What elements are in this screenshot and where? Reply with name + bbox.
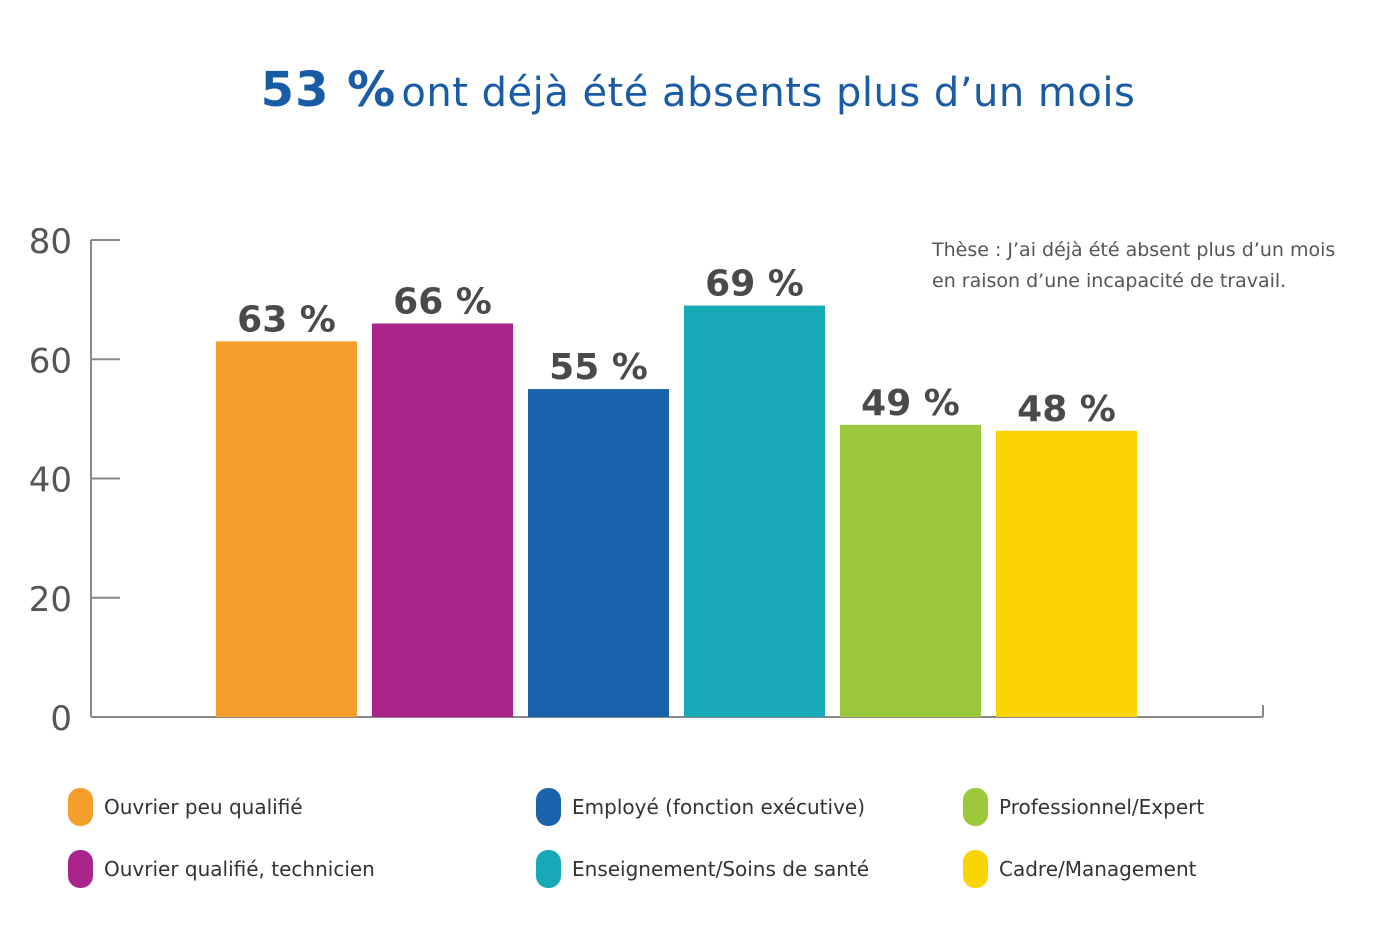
legend-item-ouvrier-qualifie: Ouvrier qualifié, technicien xyxy=(68,849,375,889)
legend-item-professionnel: Professionnel/Expert xyxy=(963,787,1204,827)
note-line-2: en raison d’une incapacité de travail. xyxy=(932,270,1287,292)
legend-swatch xyxy=(536,788,561,826)
bar-value-label: 48 % xyxy=(1017,389,1116,430)
title-highlight: 53 % xyxy=(260,62,397,118)
bar-6 xyxy=(996,430,1137,717)
bar-2 xyxy=(372,323,513,717)
bar-3 xyxy=(528,389,669,717)
chart-note: Thèse : J’ai déjà été absent plus d’un m… xyxy=(932,235,1382,297)
y-tick-label: 60 xyxy=(29,341,72,381)
title-text: ont déjà été absents plus d’un mois xyxy=(401,70,1136,116)
bar-value-label: 63 % xyxy=(237,299,336,340)
bar-5 xyxy=(840,424,981,717)
legend-swatch xyxy=(963,788,988,826)
legend-item-enseignement: Enseignement/Soins de santé xyxy=(536,849,869,889)
legend-item-cadre: Cadre/Management xyxy=(963,849,1197,889)
chart-data-labels: 63 % 66 % 55 % 69 % 49 % 48 % xyxy=(237,264,1116,430)
bar-value-label: 69 % xyxy=(705,264,804,305)
legend-swatch xyxy=(68,850,93,888)
legend-item-ouvrier-peu-qualifie: Ouvrier peu qualifié xyxy=(68,787,303,827)
legend-label: Cadre/Management xyxy=(999,857,1197,881)
y-tick-label: 20 xyxy=(29,580,72,620)
note-line-1: Thèse : J’ai déjà été absent plus d’un m… xyxy=(932,239,1336,261)
legend-label: Ouvrier qualifié, technicien xyxy=(104,857,375,881)
bar-1 xyxy=(216,341,357,717)
bar-value-label: 66 % xyxy=(393,281,492,322)
y-tick-label: 80 xyxy=(29,222,72,262)
chart-axes: 0 20 40 60 80 xyxy=(29,222,1264,739)
chart-bars xyxy=(216,305,1137,717)
legend-swatch xyxy=(963,850,988,888)
legend-swatch xyxy=(68,788,93,826)
bar-value-label: 49 % xyxy=(861,383,960,424)
legend-label: Professionnel/Expert xyxy=(999,795,1205,819)
legend-label: Ouvrier peu qualifié xyxy=(104,795,303,819)
legend-item-employe: Employé (fonction exécutive) xyxy=(536,787,865,827)
chart-title: 53 % ont déjà été absents plus d’un mois xyxy=(0,62,1396,118)
y-tick-label: 0 xyxy=(50,699,72,739)
bar-4 xyxy=(684,305,825,717)
legend-label: Employé (fonction exécutive) xyxy=(572,795,866,819)
y-tick-label: 40 xyxy=(29,461,72,501)
legend-label: Enseignement/Soins de santé xyxy=(572,857,870,881)
bar-value-label: 55 % xyxy=(549,347,648,388)
legend-swatch xyxy=(536,850,561,888)
